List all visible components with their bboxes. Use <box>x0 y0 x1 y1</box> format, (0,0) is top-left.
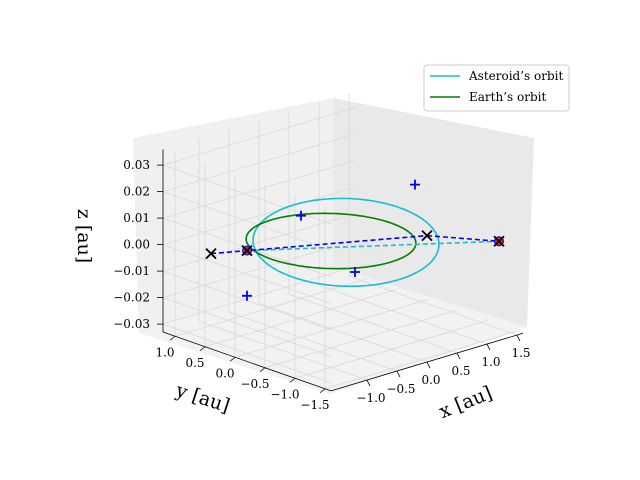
plus-marker-1 <box>296 210 306 221</box>
z-tick-label-0: 0.03 <box>123 158 150 172</box>
y-tick-mark-2 <box>229 356 236 362</box>
orbit-line-1 <box>245 212 417 270</box>
cross-marker-0 <box>205 247 217 260</box>
y-tick-label-5: −1.5 <box>300 398 329 412</box>
y-tick-label-1: 0.5 <box>185 356 204 370</box>
x-tick-label-4: 1.0 <box>481 355 500 369</box>
grid-line-x-2 <box>258 120 428 363</box>
z-tick-label-3: 0.00 <box>123 238 150 252</box>
legend-earth-label: Earth’s orbit <box>469 90 546 104</box>
y-tick-label-4: −1.0 <box>270 387 299 401</box>
x-axis-label: x [au] <box>436 382 495 423</box>
y-tick-label-0: 1.0 <box>155 345 174 359</box>
grid-line-y-floor-4 <box>294 320 488 379</box>
y-tick-mark-4 <box>289 377 296 383</box>
cross-marker-3 <box>493 235 505 247</box>
x-tick-label-3: 0.5 <box>451 364 470 378</box>
plus-marker-0 <box>410 179 420 190</box>
grid-line-x-4 <box>318 102 488 345</box>
tick-labels: −1.0−0.50.00.51.01.51.00.50.0−0.5−1.0−1.… <box>113 158 530 412</box>
floor-pane <box>139 267 527 394</box>
grid-line-y-floor-3 <box>264 309 458 369</box>
grid-line-y-floor-2 <box>234 299 428 358</box>
x-tick-label-0: −1.0 <box>356 391 385 405</box>
z-tick-label-6: −0.03 <box>113 317 150 331</box>
x-tick-label-5: 1.5 <box>511 346 530 360</box>
dashed-line-2 <box>426 234 500 243</box>
dashed-line-0 <box>246 240 500 252</box>
x-tick-mark-0 <box>366 379 371 387</box>
cross-marker-1 <box>241 244 253 257</box>
y-tick-mark-3 <box>259 367 266 373</box>
grid-line-x-5 <box>348 93 518 336</box>
right-pane <box>333 98 534 327</box>
x-tick-mark-3 <box>456 352 461 360</box>
cross-marker-2 <box>421 229 433 242</box>
grid-line-y-floor-0 <box>174 278 368 337</box>
x-tick-mark-2 <box>426 361 431 369</box>
axes-panes <box>133 98 534 394</box>
grid-line-y-floor-5 <box>324 330 518 390</box>
grid-line-x-1 <box>228 129 398 372</box>
left-pane <box>133 98 333 333</box>
z-tick-label-4: −0.01 <box>113 264 150 278</box>
y-axis-label: y [au] <box>172 379 232 417</box>
y-tick-mark-5 <box>319 388 326 394</box>
legend: Asteroid’s orbit Earth’s orbit <box>423 64 570 112</box>
x-tick-mark-4 <box>486 343 491 351</box>
orbit-markers <box>205 179 505 301</box>
y-tick-mark-1 <box>199 346 206 352</box>
x-tick-mark-1 <box>396 370 401 378</box>
z-tick-label-5: −0.02 <box>113 291 150 305</box>
grid-line-x-3 <box>288 111 458 354</box>
legend-asteroid-label: Asteroid’s orbit <box>468 69 563 83</box>
y-tick-label-2: 0.0 <box>215 366 234 380</box>
z-axis-label: z [au] <box>73 209 95 263</box>
grid-line-y-floor-1 <box>204 288 398 348</box>
z-tick-label-2: 0.01 <box>123 211 150 225</box>
plus-marker-3 <box>242 290 252 301</box>
x-tick-label-1: −0.5 <box>386 382 415 396</box>
grid-line-x-0 <box>198 138 368 381</box>
legend-frame <box>423 64 570 112</box>
z-tick-label-1: 0.02 <box>123 185 150 199</box>
x-tick-mark-5 <box>516 334 521 342</box>
y-tick-mark-0 <box>169 335 176 341</box>
plus-marker-2 <box>350 267 360 277</box>
y-axis-line <box>162 331 332 392</box>
y-tick-label-3: −0.5 <box>240 377 269 391</box>
x-tick-label-2: 0.0 <box>421 373 440 387</box>
